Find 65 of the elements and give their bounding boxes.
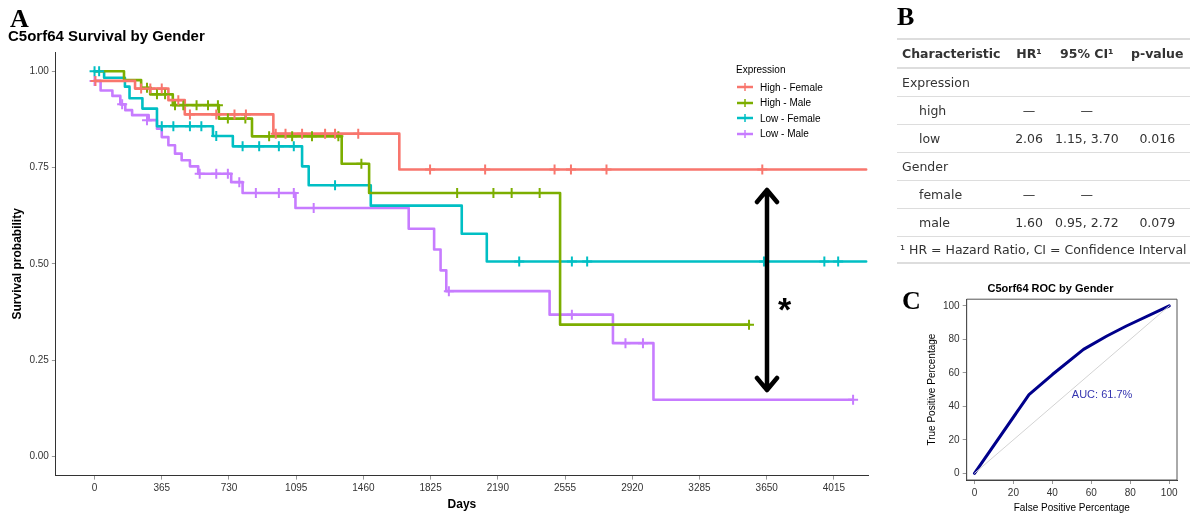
text: 0.95, 2.72 <box>1054 215 1119 230</box>
category-label: female <box>919 187 963 202</box>
x-tick-label: 60 <box>1085 486 1098 498</box>
annotation: AUC: 61.7% <box>1071 387 1133 400</box>
x-tick-label: 40 <box>1046 486 1059 498</box>
y-tick-label: 40 <box>948 400 961 412</box>
text: 1.60 <box>1015 215 1043 230</box>
y-tick-label: 0.00 <box>29 450 50 462</box>
y-tick-label: 0 <box>954 467 961 479</box>
y-tick-label: 60 <box>948 366 961 378</box>
y-tick-label: 0.25 <box>29 353 50 365</box>
x-tick-label: 4015 <box>822 482 846 494</box>
x-tick-label: 0 <box>971 486 978 498</box>
y-tick-label: 0.50 <box>29 257 50 269</box>
x-tick-label: 2920 <box>621 482 644 494</box>
y-tick-label: 1.00 <box>29 65 50 76</box>
category-label: HR¹ <box>1009 39 1049 68</box>
category-label: Gender <box>902 159 949 174</box>
x-tick-label: 80 <box>1124 486 1137 498</box>
x-tick-label: 730 <box>220 482 238 494</box>
y-tick-label: 0.75 <box>29 161 50 173</box>
x-tick-label: 0 <box>91 482 98 494</box>
legend-label: Low - Female <box>760 111 821 126</box>
category-label: 95% CI¹ <box>1048 39 1125 68</box>
category-label: male <box>919 215 950 230</box>
x-tick-label: 365 <box>153 482 171 494</box>
text: C <box>902 286 921 316</box>
category-label: high <box>919 103 947 118</box>
legend-label: High - Male <box>760 96 812 110</box>
y-tick-label: 80 <box>948 333 961 345</box>
x-tick-label: 1460 <box>352 482 375 494</box>
chart-title: C5orf64 ROC by Gender <box>987 281 1115 294</box>
category-label: p-value <box>1124 39 1190 68</box>
text: 0.016 <box>1139 131 1176 146</box>
legend-label: High - Female <box>760 80 823 95</box>
x-tick-label: 1825 <box>419 482 443 494</box>
y-axis-title: True Positive Percentage <box>925 333 937 446</box>
x-tick-label: 20 <box>1007 486 1020 498</box>
text: — <box>1080 103 1094 118</box>
text: ¹ HR = Hazard Ratio, CI = Confidence Interval <box>897 236 1190 263</box>
x-axis-title: Days <box>447 497 477 512</box>
legend-title: Expression <box>736 63 787 77</box>
y-tick-label: 20 <box>948 433 961 445</box>
y-tick-label: 100 <box>943 299 961 311</box>
text: — <box>1022 103 1036 118</box>
x-tick-label: 2555 <box>553 482 577 494</box>
text: — <box>1080 187 1094 202</box>
chart-title: C5orf64 Survival by Gender <box>8 27 205 45</box>
text: 0.079 <box>1139 215 1176 230</box>
annotation: * <box>778 290 792 329</box>
y-axis-title: Survival probability <box>9 207 24 320</box>
text: 2.06 <box>1015 131 1043 146</box>
x-axis-title: False Positive Percentage <box>1013 501 1131 513</box>
text: 1.15, 3.70 <box>1054 131 1119 146</box>
text: B <box>897 2 915 32</box>
x-tick-label: 100 <box>1160 486 1178 498</box>
legend-label: Low - Male <box>760 127 809 141</box>
x-tick-label: 3285 <box>688 482 712 494</box>
x-tick-label: 2190 <box>486 482 510 494</box>
category-label: Expression <box>902 75 970 90</box>
text: — <box>1022 187 1036 202</box>
x-tick-label: 1095 <box>285 482 308 494</box>
category-label: Characteristic <box>897 39 1010 68</box>
category-label: low <box>919 131 941 146</box>
x-tick-label: 3650 <box>755 482 779 494</box>
